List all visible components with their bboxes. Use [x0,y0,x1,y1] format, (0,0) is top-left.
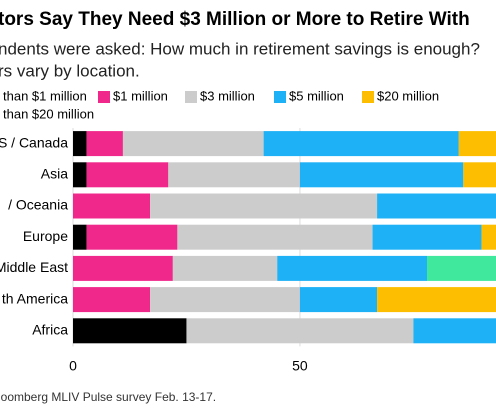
y-tick-label: Africa [32,322,68,338]
y-tick-label: Middle East [0,259,68,275]
y-tick-label: Asia [41,166,68,182]
bar-segment [86,224,178,250]
bar-segment [73,287,151,313]
legend-label: $3 million [200,88,255,103]
bar-segment [150,193,378,219]
bar-segment [73,131,87,157]
source: loomberg MLIV Pulse survey Feb. 13-17. [0,390,216,404]
legend-label: than $1 million [3,88,87,103]
legend-swatch [274,91,286,103]
bar-segment [427,255,496,281]
legend-swatch [362,91,374,103]
y-tick-label: th America [2,290,68,306]
y-tick-label: Europe [23,228,68,244]
bar-segment [177,224,373,250]
bar-segment [481,224,496,250]
legend-label: $1 million [113,88,168,103]
bar-segment [150,287,300,313]
bar-segment [458,131,496,157]
bar-segment [372,224,482,250]
legend-swatch [185,91,197,103]
bar-segment [86,162,169,188]
bar-segment [73,162,87,188]
legend-label: $20 million [377,88,439,103]
bar-segment [377,193,496,219]
bar-segment [186,318,414,344]
bar-segment [263,131,459,157]
y-tick-label: S / Canada [0,134,68,150]
chart-title: tors Say They Need $3 Million or More to… [0,9,470,30]
bar-segment [172,255,278,281]
bar-segment [122,131,264,157]
bar-segment [277,255,428,281]
bar-segment [73,224,87,250]
x-tick-label: 50 [292,358,308,374]
bar-segment [463,162,496,188]
subtitle: rs vary by location. [0,61,140,80]
bar-segment [86,131,123,157]
legend-label: than $20 million [3,106,94,121]
legend-swatch [98,91,110,103]
bar-segment [299,287,378,313]
bar-segment [299,162,464,188]
bar-segment [73,318,187,344]
subtitle: ndents were asked: How much in retiremen… [0,39,480,58]
bar-segment [413,318,496,344]
bar-segment [168,162,300,188]
y-tick-label: / Oceania [8,197,68,213]
bar-segment [377,287,496,313]
legend-label: $5 million [289,88,344,103]
bar-segment [73,193,151,219]
bar-segment [73,255,173,281]
x-tick-label: 0 [69,358,77,374]
